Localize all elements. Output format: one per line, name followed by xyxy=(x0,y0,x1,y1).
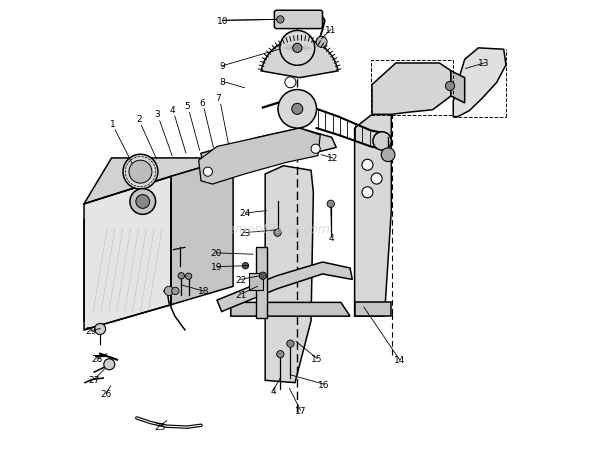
Text: 14: 14 xyxy=(394,355,405,364)
Text: 4: 4 xyxy=(329,233,335,242)
Circle shape xyxy=(327,201,335,208)
Circle shape xyxy=(277,351,284,358)
Circle shape xyxy=(285,78,296,89)
Circle shape xyxy=(274,230,281,237)
Circle shape xyxy=(362,187,373,198)
Text: 1: 1 xyxy=(110,119,116,129)
Text: 29: 29 xyxy=(85,327,97,336)
Circle shape xyxy=(381,149,395,162)
Text: 10: 10 xyxy=(217,17,228,26)
Text: 16: 16 xyxy=(317,380,329,389)
Text: 24: 24 xyxy=(240,209,251,218)
Circle shape xyxy=(371,174,382,185)
Circle shape xyxy=(204,168,212,177)
Text: ReplacementParts.com: ReplacementParts.com xyxy=(186,223,331,236)
Circle shape xyxy=(104,359,115,370)
Text: 3: 3 xyxy=(155,110,160,119)
Polygon shape xyxy=(84,158,233,204)
Text: 12: 12 xyxy=(327,154,338,163)
Circle shape xyxy=(242,263,248,269)
Text: 4: 4 xyxy=(170,106,175,115)
FancyBboxPatch shape xyxy=(274,11,323,29)
Circle shape xyxy=(277,17,284,24)
Text: 6: 6 xyxy=(199,98,205,107)
Circle shape xyxy=(130,189,156,215)
Bar xyxy=(249,274,263,290)
Text: 20: 20 xyxy=(211,249,222,258)
Polygon shape xyxy=(265,166,313,383)
Text: 26: 26 xyxy=(100,389,112,398)
Circle shape xyxy=(287,340,294,347)
Polygon shape xyxy=(171,158,233,305)
Text: 27: 27 xyxy=(88,375,100,384)
Text: 4: 4 xyxy=(270,386,276,395)
Text: 2: 2 xyxy=(136,115,142,124)
Text: 25: 25 xyxy=(154,422,165,431)
Circle shape xyxy=(164,287,173,296)
Polygon shape xyxy=(256,248,267,319)
Text: 15: 15 xyxy=(312,354,323,363)
Polygon shape xyxy=(355,303,391,316)
Circle shape xyxy=(136,195,150,209)
Circle shape xyxy=(292,104,303,115)
Polygon shape xyxy=(355,115,391,316)
Circle shape xyxy=(172,288,179,295)
Text: 23: 23 xyxy=(239,229,250,238)
Circle shape xyxy=(178,273,185,280)
Polygon shape xyxy=(199,129,320,185)
Wedge shape xyxy=(261,39,338,78)
Text: 18: 18 xyxy=(198,287,209,296)
Polygon shape xyxy=(231,303,350,316)
Text: 21: 21 xyxy=(235,290,247,299)
Text: 17: 17 xyxy=(295,406,306,415)
Circle shape xyxy=(293,44,302,53)
Circle shape xyxy=(123,155,158,190)
Text: 9: 9 xyxy=(219,62,225,71)
Polygon shape xyxy=(201,129,336,165)
Text: 19: 19 xyxy=(211,263,223,272)
Circle shape xyxy=(316,37,327,48)
Circle shape xyxy=(373,133,391,151)
Polygon shape xyxy=(453,49,506,118)
Circle shape xyxy=(129,161,152,184)
Circle shape xyxy=(280,31,314,66)
Text: 5: 5 xyxy=(184,102,190,111)
Polygon shape xyxy=(84,177,171,330)
Circle shape xyxy=(259,273,267,280)
Circle shape xyxy=(278,90,317,129)
Text: 8: 8 xyxy=(219,78,225,87)
Text: 11: 11 xyxy=(325,26,336,35)
Circle shape xyxy=(445,82,455,91)
Text: 13: 13 xyxy=(478,59,490,68)
Text: 7: 7 xyxy=(215,94,221,103)
Polygon shape xyxy=(217,263,352,312)
Text: 28: 28 xyxy=(91,354,103,363)
Circle shape xyxy=(185,274,192,280)
Circle shape xyxy=(94,324,106,335)
Circle shape xyxy=(311,145,320,154)
Text: 22: 22 xyxy=(235,275,247,284)
Polygon shape xyxy=(451,72,465,104)
Circle shape xyxy=(362,160,373,171)
Polygon shape xyxy=(372,64,451,115)
